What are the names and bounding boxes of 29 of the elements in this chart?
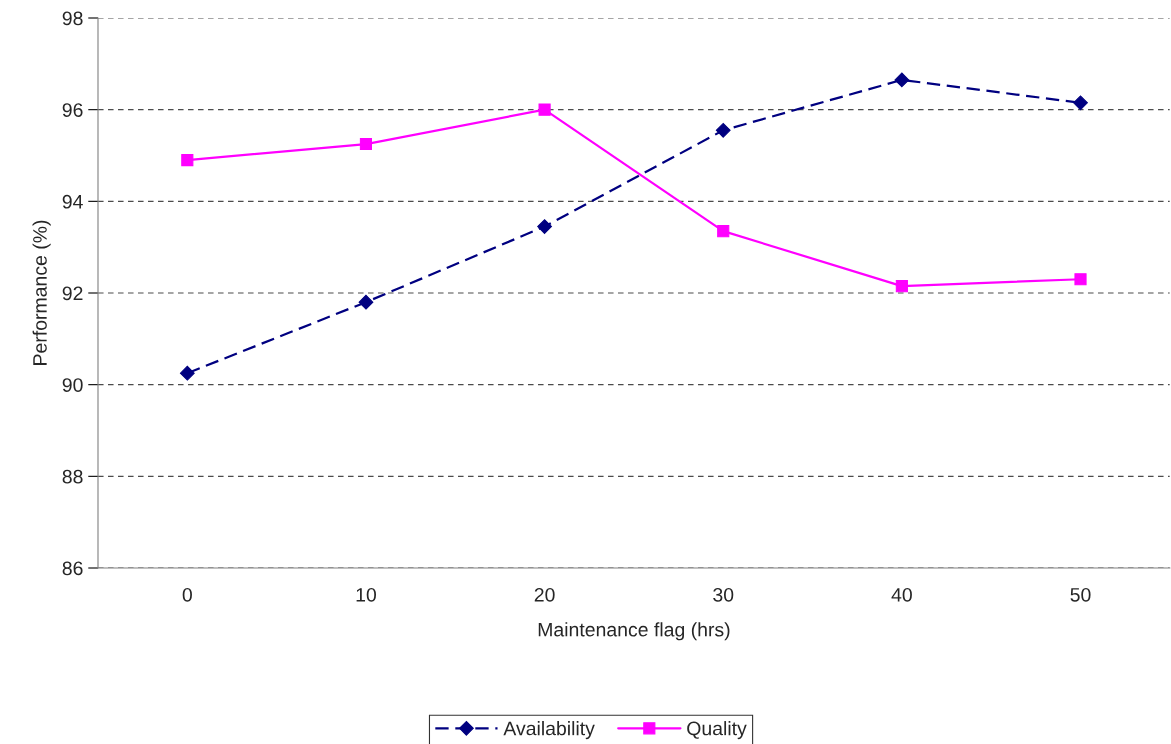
y-tick-label: 90 [62, 378, 83, 392]
y-tick-label: 86 [62, 561, 83, 576]
point [359, 137, 373, 151]
point [538, 103, 551, 116]
x-tick-label: 20 [534, 587, 555, 602]
x-tick-label: 40 [891, 587, 912, 602]
point [181, 154, 194, 167]
point [537, 219, 552, 234]
y-tick-label: 92 [62, 286, 83, 301]
x-tick-label: 50 [1070, 587, 1091, 602]
point [895, 280, 908, 293]
y-tick-label: 98 [62, 11, 83, 26]
x-tick-label: 0 [182, 587, 192, 602]
y-tick-label: 88 [62, 469, 83, 484]
point [894, 72, 910, 88]
y-tick-label: 96 [62, 103, 83, 117]
point [358, 294, 374, 310]
legend-label: Quality [687, 721, 747, 740]
point [715, 122, 731, 138]
x-tick-label: 30 [713, 587, 734, 602]
point [179, 365, 195, 381]
legend-label: Availability [503, 721, 595, 740]
point [1073, 95, 1088, 111]
point [1074, 273, 1087, 286]
point [717, 225, 730, 238]
x-tick-label: 10 [356, 587, 377, 602]
x-axis-title: Maintenance flag (hrs) [538, 622, 730, 641]
y-tick-label: 94 [62, 194, 83, 209]
y-axis-title: Performance (%) [32, 220, 51, 365]
